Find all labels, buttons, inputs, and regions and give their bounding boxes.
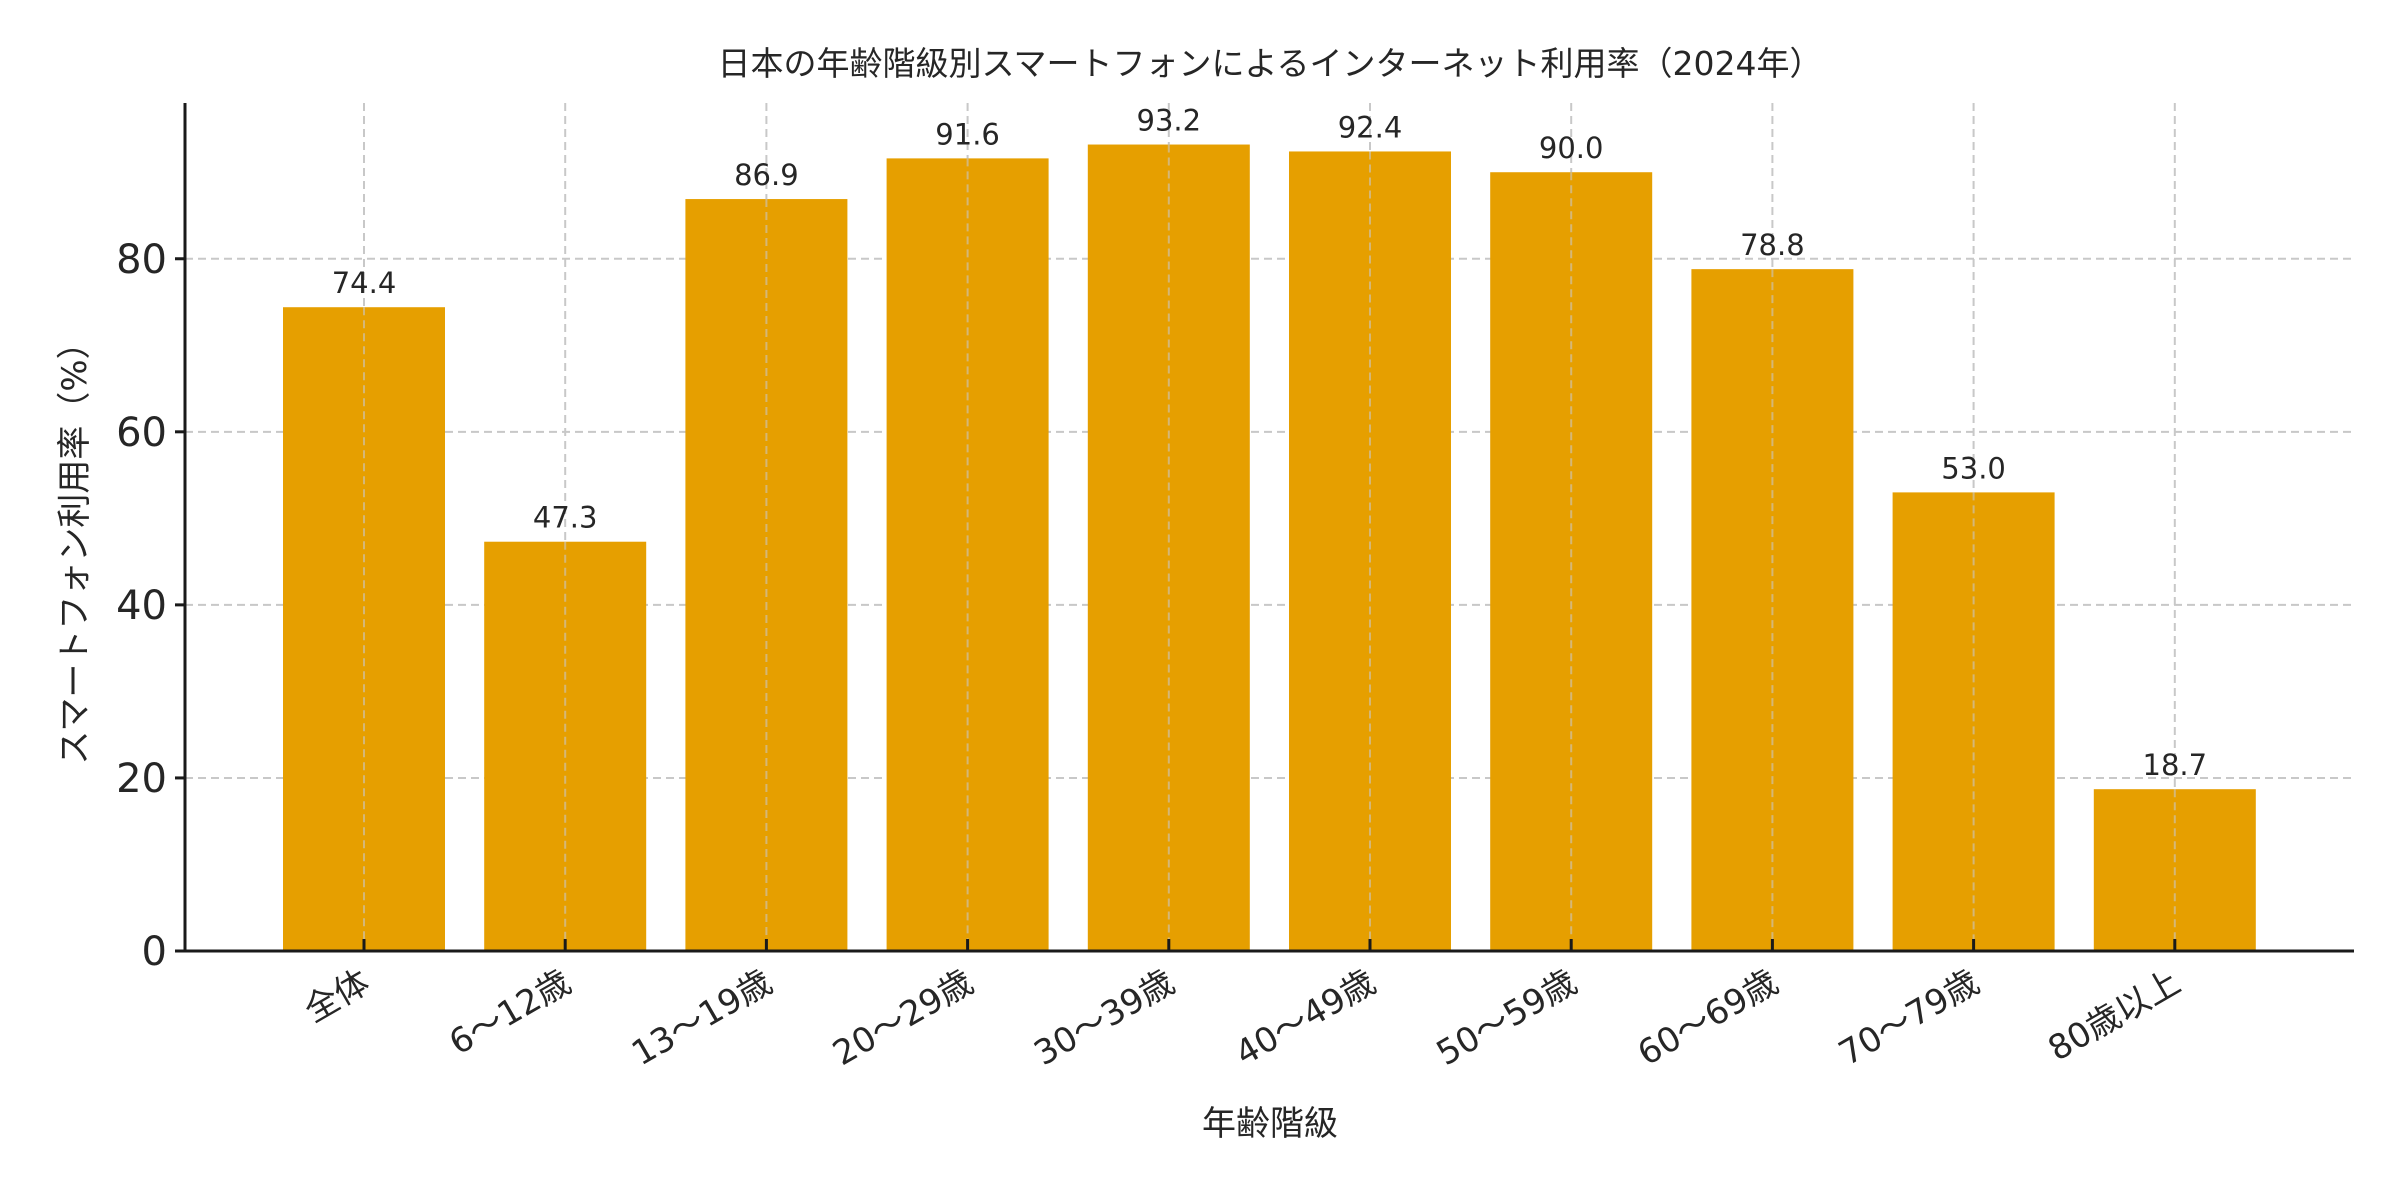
value-label: 53.0 [1941, 451, 2006, 485]
bar [484, 541, 647, 951]
y-ticks: 0 20 40 60 80 [116, 237, 185, 975]
x-tick-label: 60〜69歳 [1631, 962, 1785, 1074]
bars [283, 144, 2256, 952]
x-tick-label: 13〜19歳 [625, 962, 779, 1074]
x-tick-label: 50〜59歳 [1430, 962, 1584, 1074]
y-tick-label: 60 [116, 410, 167, 456]
value-label: 90.0 [1539, 131, 1604, 165]
y-tick-label: 40 [116, 583, 167, 629]
x-ticks: 全体 6〜12歳 13〜19歳 20〜29歳 30〜39歳 40〜49歳 50〜59歳 60〜… [298, 939, 2187, 1074]
x-tick-label: 70〜79歳 [1832, 962, 1986, 1074]
bar [1490, 172, 1653, 951]
value-label: 47.3 [533, 501, 598, 535]
value-label: 74.4 [332, 266, 397, 300]
value-label: 86.9 [734, 158, 799, 192]
x-tick-label: 全体 [298, 962, 377, 1031]
value-label: 93.2 [1137, 104, 1202, 138]
x-tick-label: 6〜12歳 [443, 962, 578, 1063]
x-tick-label: 40〜49歳 [1229, 962, 1383, 1074]
x-axis-label: 年齢階級 [1202, 1104, 1338, 1144]
x-tick-label: 30〜39歳 [1027, 962, 1181, 1074]
x-tick-label: 20〜29歳 [826, 962, 980, 1074]
value-labels: 74.4 47.3 86.9 91.6 93.2 92.4 90.0 78.8 53.0 18.7 [332, 104, 2207, 783]
x-tick-label: 80歳以上 [2041, 962, 2187, 1069]
chart-title: 日本の年齢階級別スマートフォンによるインターネット利用率（2024年） [717, 44, 1822, 83]
y-axis-label: スマートフォン利用率（%） [55, 325, 95, 764]
value-label: 78.8 [1740, 228, 1805, 262]
y-tick-label: 0 [142, 929, 167, 975]
y-tick-label: 20 [116, 756, 167, 802]
value-label: 91.6 [935, 117, 1000, 151]
y-tick-label: 80 [116, 237, 167, 283]
value-label: 18.7 [2143, 748, 2208, 782]
value-label: 92.4 [1338, 110, 1403, 144]
